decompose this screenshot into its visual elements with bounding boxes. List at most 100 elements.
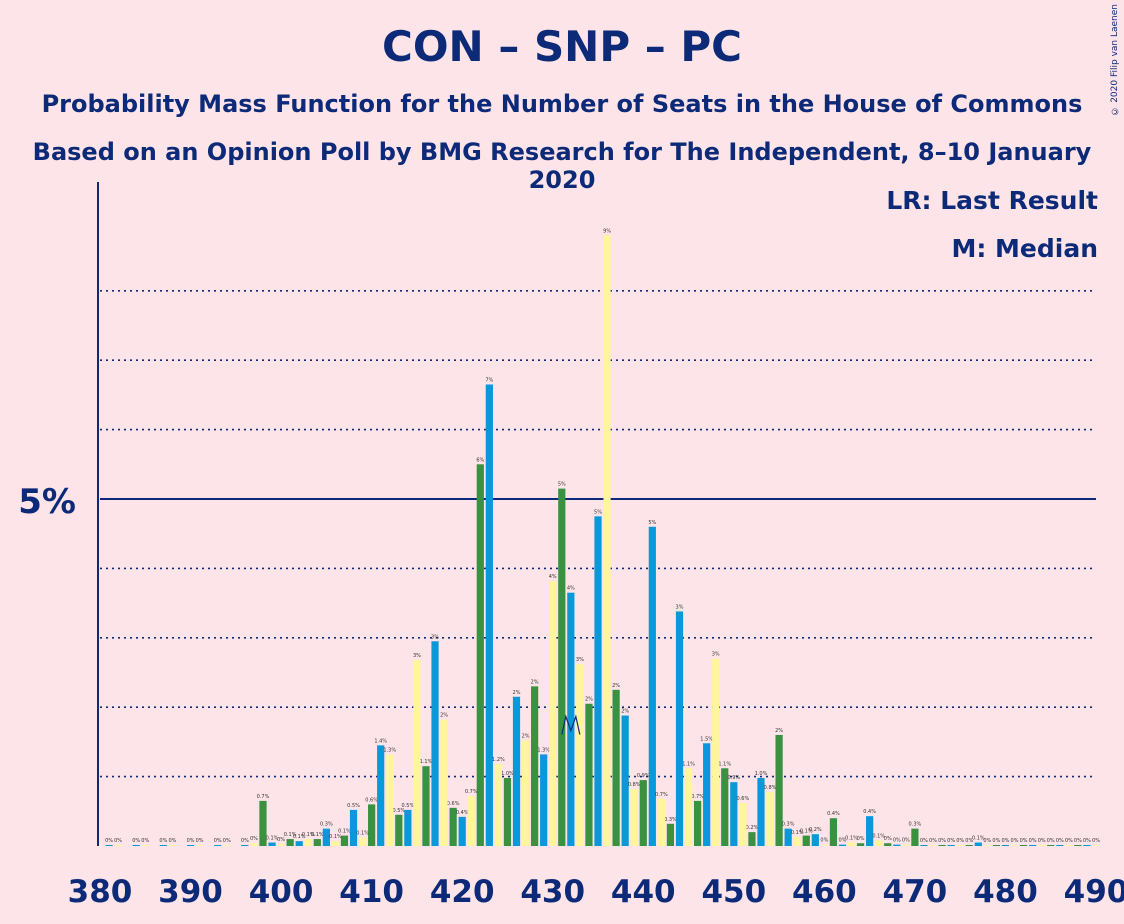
data-label: 0.4% (827, 811, 840, 817)
data-label: 4% (567, 586, 575, 592)
bar-green (748, 832, 756, 846)
data-label: 0% (884, 836, 892, 842)
data-label: 3% (413, 653, 421, 659)
bar-green (639, 780, 647, 846)
x-tick-label: 420 (430, 874, 495, 910)
data-label: 0.3% (782, 822, 795, 828)
bar-blue (105, 845, 113, 846)
bar-green (856, 843, 865, 846)
data-label: 0.7% (691, 794, 704, 800)
bar-blue (730, 782, 738, 846)
bar-yellow (331, 841, 340, 846)
data-label: 0.9% (637, 773, 650, 779)
bar-blue (1001, 845, 1010, 846)
data-label: 0% (1029, 838, 1037, 844)
data-label: 0% (1001, 838, 1009, 844)
bar-yellow (902, 844, 910, 846)
data-label: 5% (558, 482, 566, 488)
chart-subtitle-1: Probability Mass Function for the Number… (41, 90, 1083, 118)
data-label: 0% (1092, 838, 1100, 844)
bar-yellow (657, 798, 665, 846)
data-label: 5% (648, 520, 656, 526)
bar-yellow (196, 845, 204, 846)
data-label: 0% (241, 838, 249, 844)
x-tick-label: 430 (520, 874, 585, 910)
data-label: 0.3% (664, 817, 677, 823)
data-label: 1.3% (383, 747, 396, 753)
bar-yellow (1038, 845, 1046, 846)
bar-blue (458, 816, 466, 846)
bar-yellow (277, 843, 285, 846)
data-label: 0.1% (338, 829, 351, 835)
data-label: 0.1% (293, 834, 306, 840)
x-tick-label: 450 (701, 874, 766, 910)
bar-green (775, 734, 783, 846)
data-label: 4% (549, 574, 557, 580)
data-label: 0% (983, 838, 991, 844)
bar-blue (567, 592, 575, 846)
bar-green (1074, 845, 1082, 846)
bar-yellow (168, 845, 177, 846)
data-label: 0% (1083, 838, 1091, 844)
data-label: 0.8% (628, 782, 641, 788)
data-label: 0% (250, 836, 258, 842)
bar-green (313, 839, 321, 846)
data-label: 2% (531, 679, 539, 685)
data-label: 0% (1020, 838, 1028, 844)
bar-blue (947, 845, 955, 846)
data-label: 0.5% (392, 808, 405, 814)
bar-yellow (820, 844, 828, 846)
data-label: 0.1% (791, 830, 804, 836)
data-label: 1.5% (700, 736, 713, 742)
bar-green (531, 686, 539, 846)
bar-blue (784, 828, 792, 846)
bar-blue (974, 842, 982, 846)
data-label: 0% (1011, 838, 1019, 844)
bar-yellow (1010, 845, 1019, 846)
bar-blue (186, 845, 195, 846)
bar-blue (540, 754, 548, 846)
data-label: 0% (920, 838, 928, 844)
data-label: 1.0% (501, 771, 514, 777)
bar-yellow (494, 764, 502, 846)
data-label: 0% (929, 838, 937, 844)
bar-green (829, 818, 838, 846)
bar-blue (485, 384, 493, 846)
bar-green (1019, 845, 1028, 846)
data-label: 1.3% (537, 747, 550, 753)
bar-blue (404, 809, 412, 846)
data-label: 2% (621, 709, 629, 715)
bar-green (422, 766, 430, 846)
data-label: 0% (1038, 838, 1046, 844)
bar-yellow (250, 843, 258, 846)
bar-green (612, 689, 620, 846)
data-label: 0.7% (655, 792, 668, 798)
x-tick-label: 480 (973, 874, 1038, 910)
data-label: 0% (1065, 838, 1073, 844)
data-label: 0% (1056, 838, 1064, 844)
bar-yellow (413, 660, 421, 846)
data-label: 9% (603, 228, 611, 234)
bar-green (965, 845, 973, 846)
data-label: 0% (187, 838, 195, 844)
bar-green (395, 814, 403, 846)
bar-blue (322, 828, 330, 846)
bar-blue (132, 845, 140, 846)
bar-blue (1056, 845, 1064, 846)
bar-green (938, 845, 946, 846)
data-label: 1.2% (492, 757, 505, 763)
bar-yellow (847, 842, 856, 846)
bar-blue (295, 841, 303, 846)
bar-green (585, 703, 593, 846)
data-label: 0.1% (972, 836, 985, 842)
data-label: 0.7% (465, 789, 478, 795)
data-label: 1.1% (682, 761, 695, 767)
data-label: 0.8% (764, 785, 777, 791)
data-label: 0.6% (447, 801, 460, 807)
bar-blue (159, 845, 167, 846)
data-label: 6% (476, 457, 484, 463)
bar-yellow (386, 754, 394, 846)
data-label: 2% (585, 697, 593, 703)
bar-yellow (739, 802, 747, 846)
bar-yellow (114, 845, 122, 846)
